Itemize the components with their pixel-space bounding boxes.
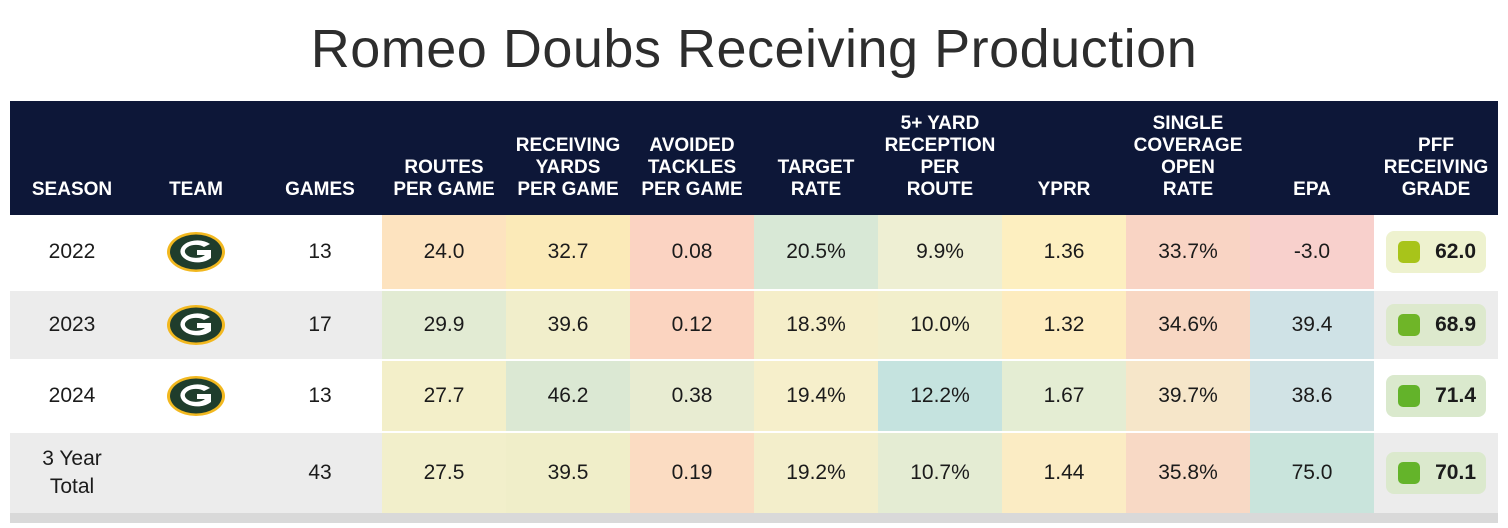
receiving-production-table: SEASON TEAM GAMES ROUTES PER GAME RECEIVING … <box>10 101 1498 523</box>
stat-cell: 18.3% <box>754 291 878 359</box>
green-bay-packers-g-logo-icon <box>167 305 225 345</box>
column-header: 5+ YARD RECEPTION PER ROUTE <box>884 113 996 200</box>
column-header: TEAM <box>169 179 223 200</box>
stat-cell: 1.44 <box>1002 433 1126 513</box>
column-header: ROUTES PER GAME <box>393 157 495 200</box>
team-cell <box>134 291 258 359</box>
column-header: RECEIVING YARDS PER GAME <box>515 135 621 200</box>
stat-cell: 34.6% <box>1126 291 1250 359</box>
table-row: 2023 17 29.9 39.6 0.12 18.3% 10.0% 1.32 34.6% 39.… <box>10 291 1498 359</box>
season-cell: 3 Year Total <box>42 447 102 498</box>
games-cell: 17 <box>308 313 332 336</box>
grade-color-indicator <box>1398 241 1420 263</box>
stat-cell: 19.4% <box>754 361 878 431</box>
stat-cell: 29.9 <box>382 291 506 359</box>
column-header: EPA <box>1293 179 1331 200</box>
stat-cell: 35.8% <box>1126 433 1250 513</box>
stat-cell: 27.5 <box>382 433 506 513</box>
column-header: SINGLE COVERAGE OPEN RATE <box>1133 113 1243 200</box>
team-cell <box>134 361 258 431</box>
stat-cell: 10.0% <box>878 291 1002 359</box>
grade-value: 68.9 <box>1435 313 1476 336</box>
team-cell <box>134 215 258 289</box>
stat-cell: 0.19 <box>630 433 754 513</box>
stat-cell: -3.0 <box>1250 215 1374 289</box>
team-cell <box>134 433 258 513</box>
green-bay-packers-g-logo-icon <box>167 376 225 416</box>
grade-badge: 71.4 <box>1386 375 1486 417</box>
grade-value: 62.0 <box>1435 240 1476 263</box>
stat-cell: 39.6 <box>506 291 630 359</box>
stat-cell: 1.32 <box>1002 291 1126 359</box>
stat-cell: 39.7% <box>1126 361 1250 431</box>
stat-cell: 33.7% <box>1126 215 1250 289</box>
grade-cell: 71.4 <box>1374 361 1498 431</box>
stat-cell: 20.5% <box>754 215 878 289</box>
games-cell: 13 <box>308 384 332 407</box>
stat-cell: 24.0 <box>382 215 506 289</box>
games-cell: 43 <box>308 461 332 484</box>
column-header: GAMES <box>285 179 355 200</box>
stat-cell: 10.7% <box>878 433 1002 513</box>
grade-badge: 70.1 <box>1386 452 1486 494</box>
season-cell: 2022 <box>48 240 96 263</box>
table-body: 2022 13 24.0 32.7 0.08 20.5% 9.9% 1.36 33.7% -3.0… <box>10 215 1498 513</box>
season-cell: 2024 <box>48 384 96 407</box>
stat-cell: 19.2% <box>754 433 878 513</box>
grade-color-indicator <box>1398 314 1420 336</box>
grade-color-indicator <box>1398 385 1420 407</box>
stat-cell: 9.9% <box>878 215 1002 289</box>
grade-value: 71.4 <box>1435 384 1476 407</box>
stat-cell: 1.67 <box>1002 361 1126 431</box>
stat-cell: 38.6 <box>1250 361 1374 431</box>
column-header: YPRR <box>1037 179 1091 200</box>
table-row: 2022 13 24.0 32.7 0.08 20.5% 9.9% 1.36 33.7% -3.0… <box>10 215 1498 289</box>
stat-cell: 0.12 <box>630 291 754 359</box>
stat-cell: 75.0 <box>1250 433 1374 513</box>
grade-cell: 70.1 <box>1374 433 1498 513</box>
stat-cell: 1.36 <box>1002 215 1126 289</box>
grade-color-indicator <box>1398 462 1420 484</box>
column-header: SEASON <box>31 179 113 200</box>
stat-cell: 46.2 <box>506 361 630 431</box>
grade-cell: 68.9 <box>1374 291 1498 359</box>
stat-cell: 0.08 <box>630 215 754 289</box>
grade-badge: 68.9 <box>1386 304 1486 346</box>
column-header: AVOIDED TACKLES PER GAME <box>641 135 743 200</box>
stat-cell: 0.38 <box>630 361 754 431</box>
stat-cell: 39.4 <box>1250 291 1374 359</box>
green-bay-packers-g-logo-icon <box>167 232 225 272</box>
stat-cell: 27.7 <box>382 361 506 431</box>
table-row: 2024 13 27.7 46.2 0.38 19.4% 12.2% 1.67 39.7% 38.… <box>10 361 1498 431</box>
games-cell: 13 <box>308 240 332 263</box>
table-header: SEASON TEAM GAMES ROUTES PER GAME RECEIVING … <box>10 101 1498 215</box>
stat-cell: 32.7 <box>506 215 630 289</box>
grade-cell: 62.0 <box>1374 215 1498 289</box>
column-header: TARGET RATE <box>777 157 855 200</box>
grade-badge: 62.0 <box>1386 231 1486 273</box>
chart-title: Romeo Doubs Receiving Production <box>310 19 1198 79</box>
column-header: PFF RECEIVING GRADE <box>1383 135 1489 200</box>
grade-value: 70.1 <box>1435 461 1476 484</box>
table-row: 3 Year Total 43 27.5 39.5 0.19 19.2% 10.7% 1.44… <box>10 433 1498 513</box>
stat-cell: 12.2% <box>878 361 1002 431</box>
season-cell: 2023 <box>48 313 96 336</box>
stat-cell: 39.5 <box>506 433 630 513</box>
table-bottom-border <box>10 513 1498 523</box>
